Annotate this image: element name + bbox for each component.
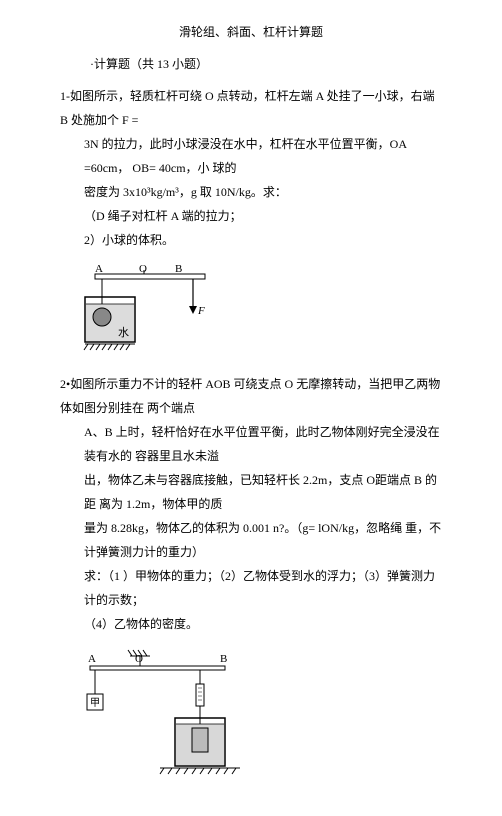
figure-2: A O B 甲 [80,646,442,786]
ground-hatch [84,344,130,350]
problem-1-line0: -如图所示，轻质杠杆可绕 O 点转动，杠杆左端 A 处挂了一小球，右端 B 处施… [60,89,435,127]
problem-1-line2: 密度为 3x10³kg/m³，g 取 10N/kg。求： [84,180,442,204]
figure-1: A O B 水 F [80,262,442,362]
problem-2-line0w: 2•如图所示重力不计的轻杆 AOB 可绕支点 O 无摩擦转动，当把甲乙两物体如图… [60,372,442,420]
label-o2: O [135,653,143,665]
page-title: 滑轮组、斜面、杠杆计算题 [60,20,442,44]
ground-hatch-2 [160,768,236,774]
force-arrow [189,306,197,314]
problem-2-line1: A、B 上时，轻杆恰好在水平位置平衡，此时乙物体刚好完全浸没在装有水的 容器里且… [84,420,442,468]
label-o: O [139,263,147,275]
spring-scale [196,684,204,706]
problem-2-line3: 量为 8.28kg，物体乙的体积为 0.001 n?。（g= lON/kg，忽略… [84,516,442,564]
subtitle: ·计算题（共 13 小题） [90,52,442,76]
label-jia: 甲 [90,698,100,709]
problem-1-line: 1-如图所示，轻质杠杆可绕 O 点转动，杠杆左端 A 处挂了一小球，右端 B 处… [60,84,442,132]
problem-2-line2: 出，物体乙未与容器底接触，已知轻杆长 2.2m，支点 O距端点 B 的距 离为 … [84,468,442,516]
label-water: 水 [118,326,129,339]
problem-2-line4: 求：（1 ）甲物体的重力；（2）乙物体受到水的浮力；（3）弹簧测力计的示数； [84,564,442,612]
label-a: A [95,263,103,275]
problem-1-line3: （D 绳子对杠杆 A 端的拉力； [84,204,442,228]
problem-1-line4: 2）小球的体积。 [84,228,442,252]
lever-bar [95,274,205,279]
label-f: F [197,305,205,317]
block-yi [192,728,208,752]
problem-1-line1: 3N 的拉力，此时小球浸没在水中，杠杆在水平位置平衡，OA =60cm， OB=… [84,132,442,180]
problem-num-2: 2 [60,377,66,391]
label-b2: B [220,653,227,665]
label-b: B [175,263,182,275]
problem-1: 1-如图所示，轻质杠杆可绕 O 点转动，杠杆左端 A 处挂了一小球，右端 B 处… [60,84,442,252]
problem-2: 2•如图所示重力不计的轻杆 AOB 可绕支点 O 无摩擦转动，当把甲乙两物体如图… [60,372,442,636]
lever-bar-2 [90,666,225,670]
problem-2-line0: 如图所示重力不计的轻杆 AOB 可绕支点 O 无摩擦转动，当把甲乙两物体如图分别… [60,377,440,415]
label-a2: A [88,653,96,665]
ball [93,308,111,326]
